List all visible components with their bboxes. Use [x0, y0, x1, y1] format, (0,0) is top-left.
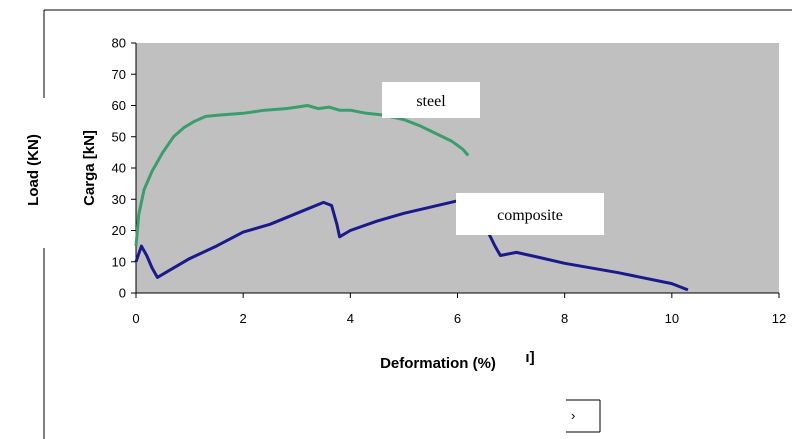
y-axis-title: Carga [kN]: [81, 130, 98, 206]
y-tick-label: 20: [112, 223, 126, 238]
y-tick-label: 50: [112, 129, 126, 144]
x-axis-title: Deformation (%): [380, 355, 496, 372]
annotation-box-steel: [382, 82, 480, 118]
annotation-label-steel: steel: [416, 93, 446, 110]
series-line-composite: [134, 199, 689, 292]
series-layer: [134, 104, 689, 292]
series-line-steel: [134, 104, 470, 247]
y-tick-label: 80: [112, 36, 126, 51]
y-axis-title-overlay: Load (KN): [25, 134, 42, 206]
x-tick-label: 10: [665, 311, 679, 326]
y-tick-label: 70: [112, 67, 126, 82]
ylabel-overlay-patch: [0, 98, 60, 248]
x-tick-label: 0: [132, 311, 139, 326]
y-tick-label: 60: [112, 98, 126, 113]
x-axis-title-patch: [232, 335, 582, 433]
stray-mark: ›: [571, 408, 575, 423]
y-tick-label: 30: [112, 192, 126, 207]
annotation-box-composite: [456, 193, 604, 235]
plot-area: [136, 43, 779, 293]
x-tick-label: 4: [347, 311, 354, 326]
annotations: steel composite: [382, 82, 604, 235]
x-tick-label: 2: [240, 311, 247, 326]
axes: 0 10 20 30 40 50 60 70 80 0 2 4 6 8 10 12: [112, 36, 787, 327]
x-tick-label: 12: [772, 311, 786, 326]
y-tick-label: 10: [112, 254, 126, 269]
x-axis-title-fragment: ı]: [525, 349, 534, 366]
annotation-label-composite: composite: [497, 207, 563, 224]
y-tick-label: 40: [112, 161, 126, 176]
x-tick-label: 6: [454, 311, 461, 326]
y-tick-label: 0: [119, 286, 126, 301]
stray-box: ›: [566, 399, 601, 433]
x-tick-label: 8: [561, 311, 568, 326]
